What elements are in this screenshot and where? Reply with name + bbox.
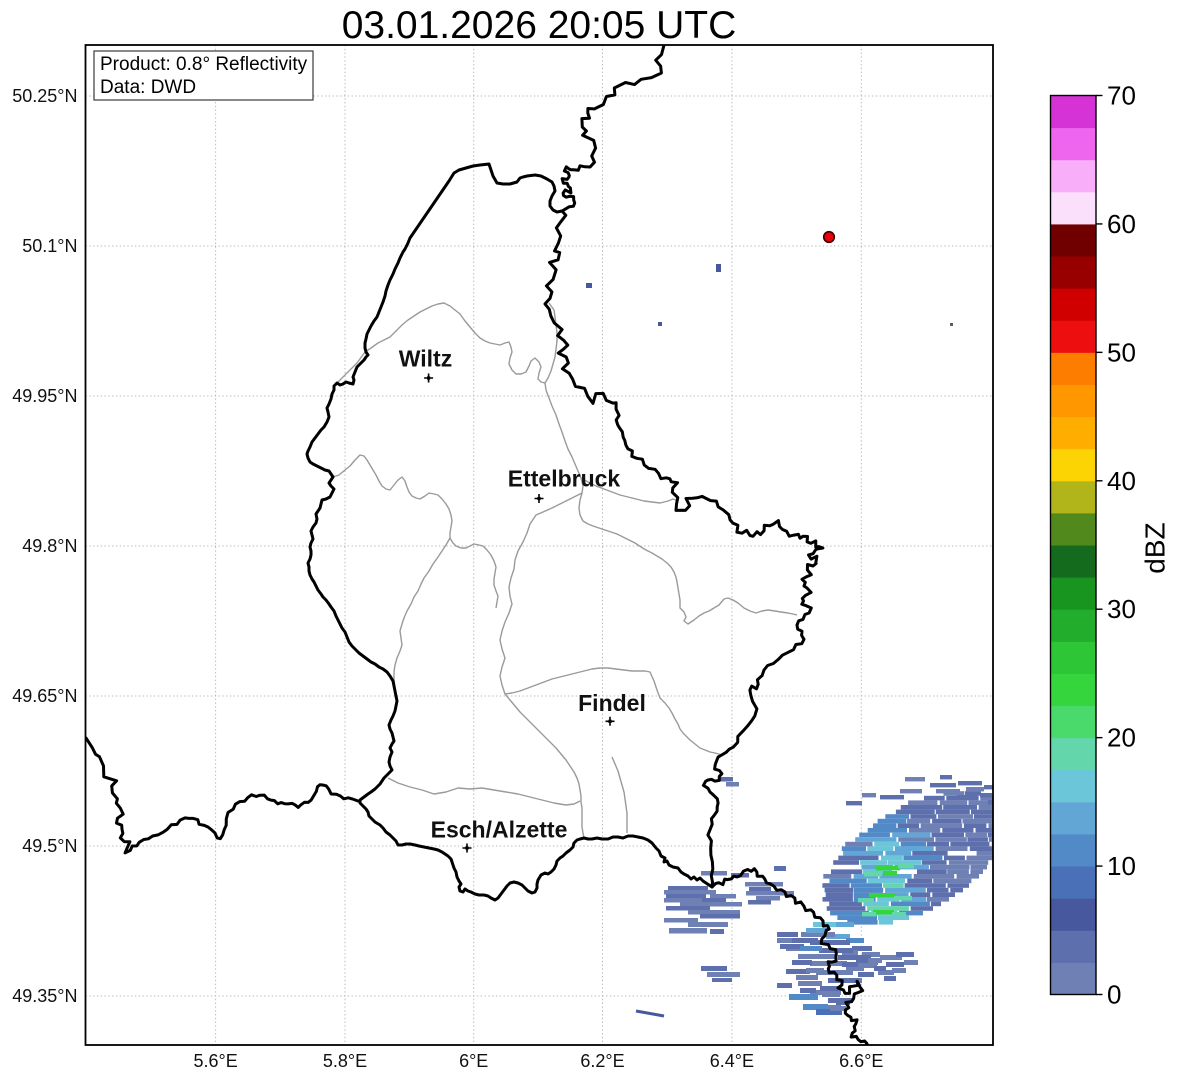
svg-text:03.01.2026 20:05 UTC: 03.01.2026 20:05 UTC — [342, 4, 737, 47]
svg-text:5.6°E: 5.6°E — [193, 1051, 237, 1071]
svg-text:50.25°N: 50.25°N — [12, 86, 77, 106]
svg-text:70: 70 — [1107, 81, 1136, 111]
svg-text:Findel: Findel — [578, 690, 646, 716]
svg-text:49.35°N: 49.35°N — [12, 986, 77, 1006]
svg-text:10: 10 — [1107, 851, 1136, 881]
svg-text:6.4°E: 6.4°E — [710, 1051, 754, 1071]
svg-text:Data: DWD: Data: DWD — [100, 77, 196, 98]
svg-text:6°E: 6°E — [459, 1051, 488, 1071]
svg-text:5.8°E: 5.8°E — [323, 1051, 367, 1071]
svg-text:20: 20 — [1107, 723, 1136, 753]
svg-text:49.5°N: 49.5°N — [22, 836, 77, 856]
svg-text:49.65°N: 49.65°N — [12, 686, 77, 706]
svg-text:6.6°E: 6.6°E — [839, 1051, 883, 1071]
svg-text:dBZ: dBZ — [1140, 522, 1171, 573]
svg-text:30: 30 — [1107, 594, 1136, 624]
svg-text:0: 0 — [1107, 980, 1121, 1010]
svg-text:Esch/Alzette: Esch/Alzette — [431, 817, 568, 843]
svg-text:Wiltz: Wiltz — [399, 346, 452, 372]
svg-text:50: 50 — [1107, 337, 1136, 367]
svg-text:60: 60 — [1107, 209, 1136, 239]
svg-text:49.8°N: 49.8°N — [22, 536, 77, 556]
svg-text:40: 40 — [1107, 466, 1136, 496]
svg-text:6.2°E: 6.2°E — [580, 1051, 624, 1071]
svg-text:Product: 0.8° Reflectivity: Product: 0.8° Reflectivity — [100, 54, 308, 75]
svg-text:49.95°N: 49.95°N — [12, 386, 77, 406]
svg-text:50.1°N: 50.1°N — [22, 236, 77, 256]
svg-text:Ettelbruck: Ettelbruck — [508, 466, 621, 492]
